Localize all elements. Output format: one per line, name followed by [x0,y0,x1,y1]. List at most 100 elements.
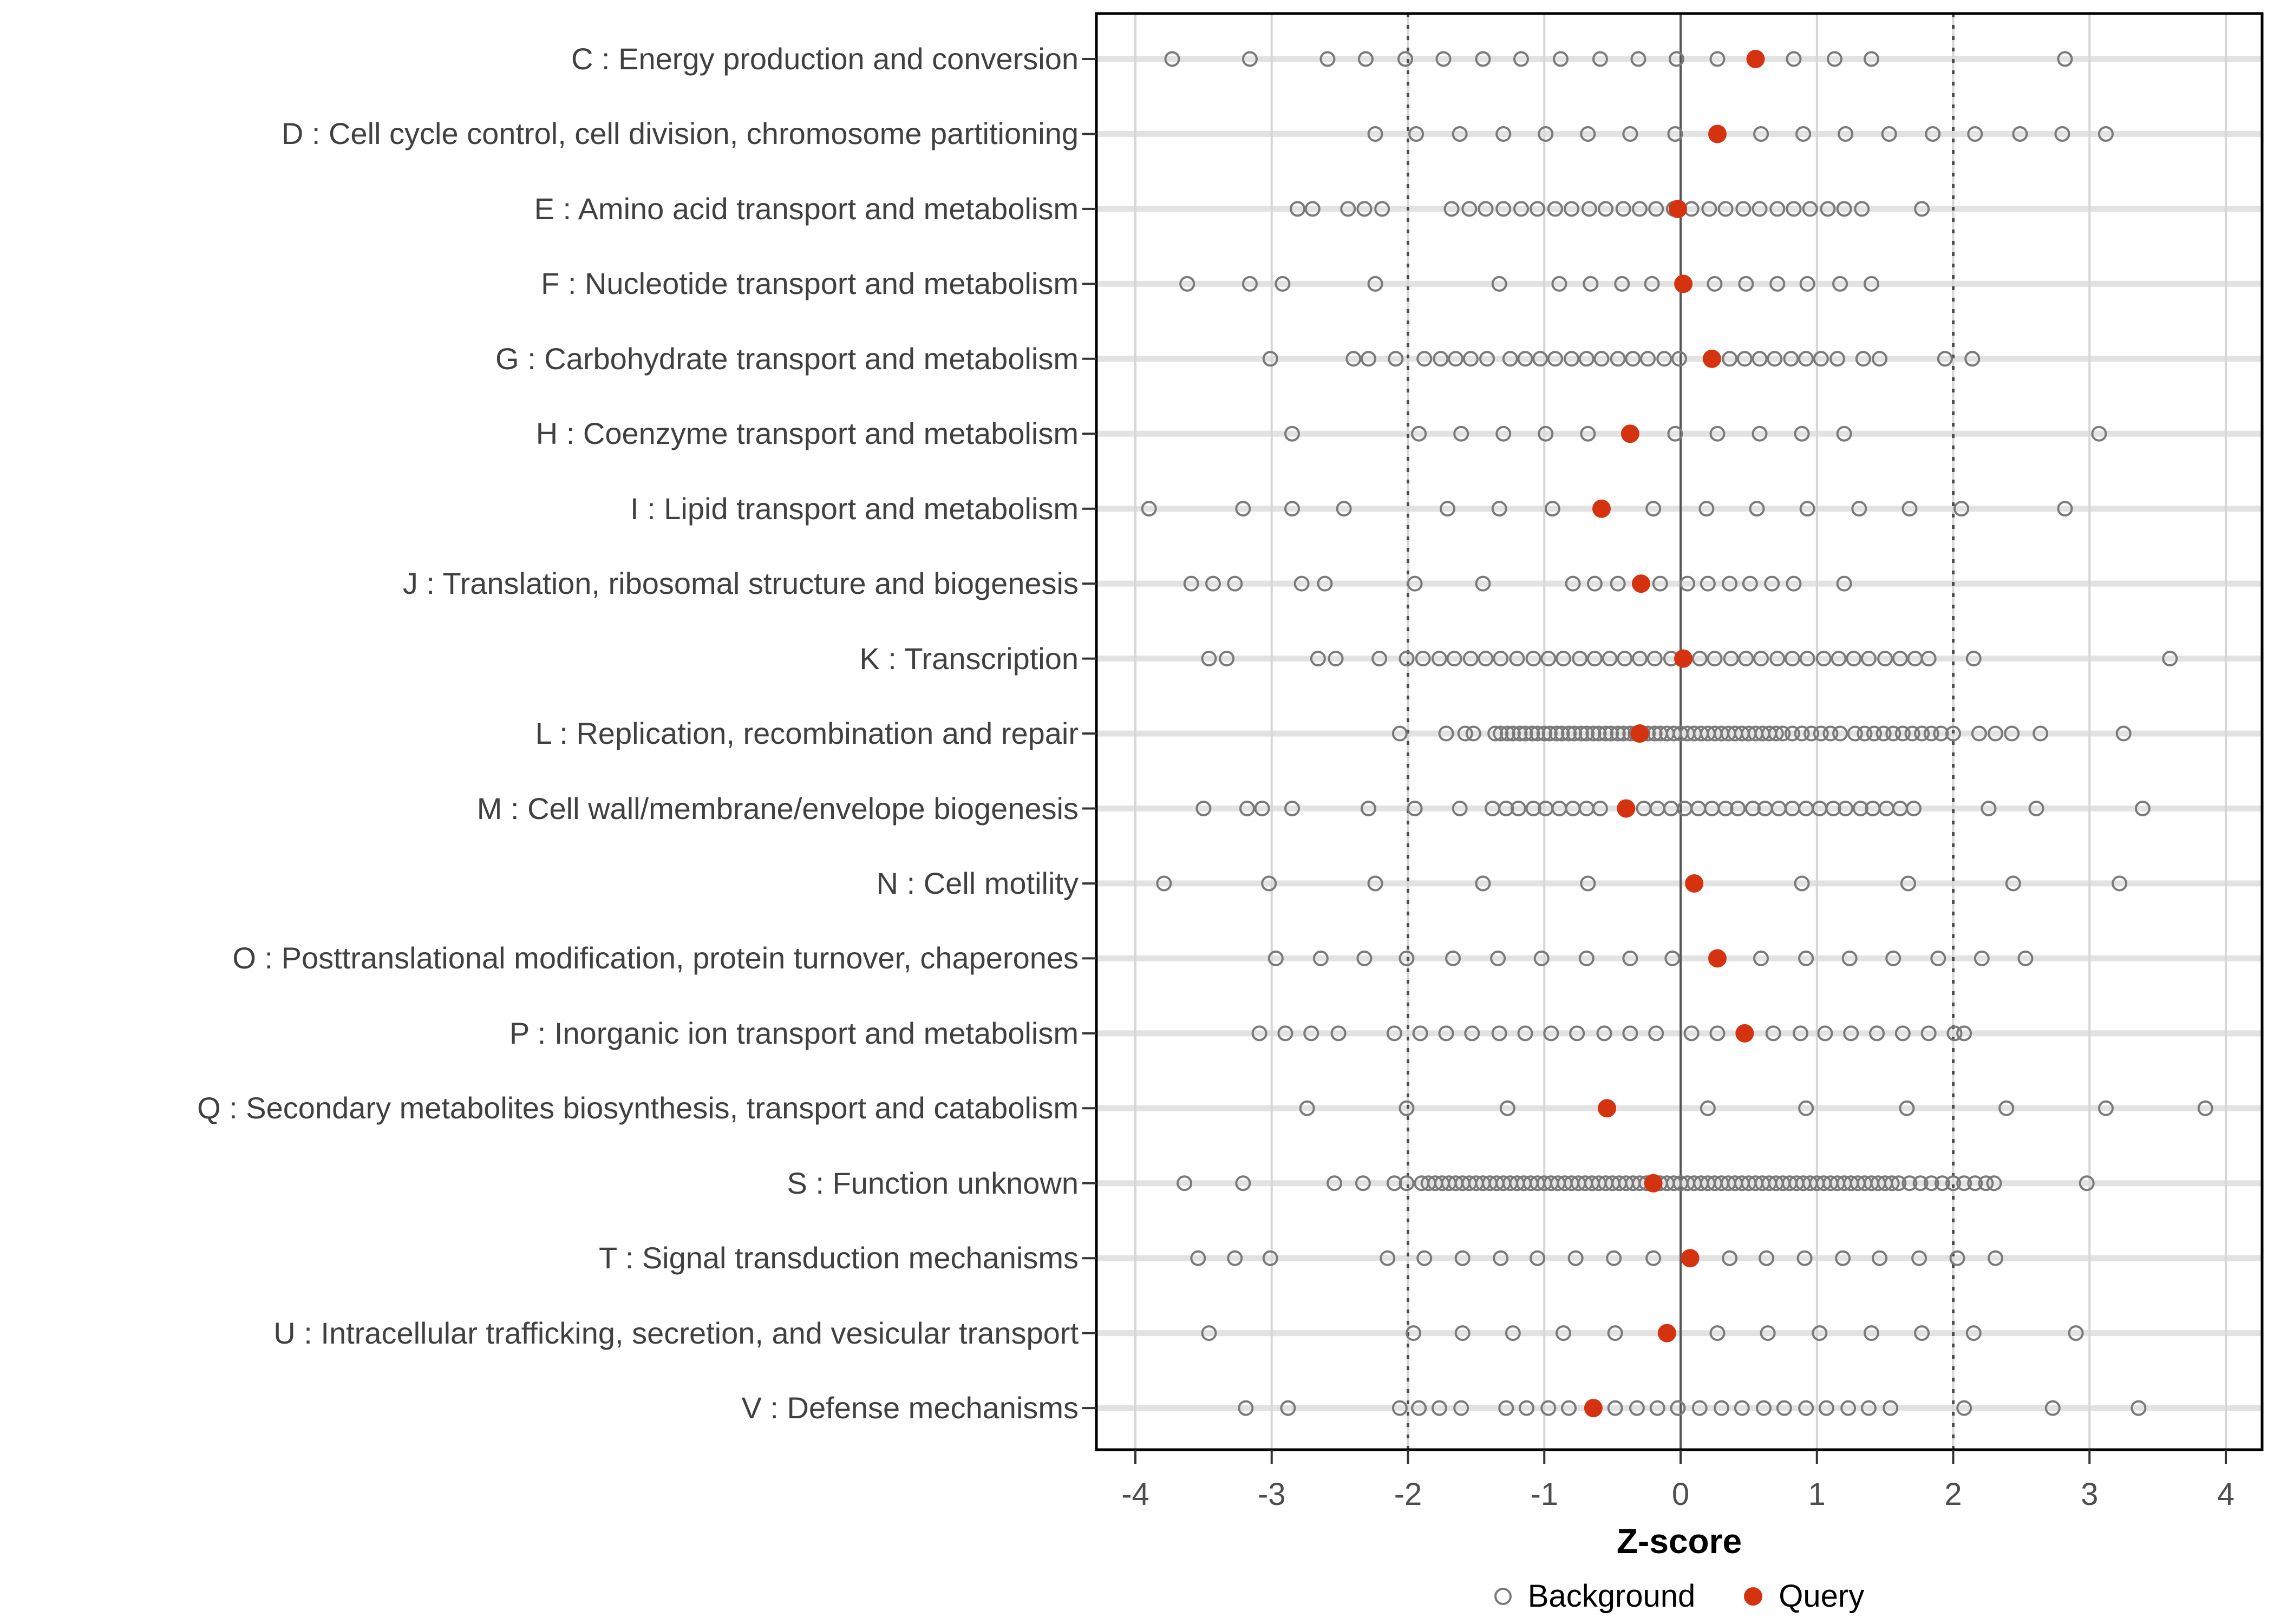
background-point [1487,725,1504,742]
background-point [1722,1250,1738,1266]
background-point [1491,276,1507,292]
background-point [1561,725,1577,742]
background-point [1953,501,1970,517]
background-point [1505,1325,1521,1341]
background-point [1512,725,1528,742]
y-axis-label: F : Nucleotide transport and metabolism [541,266,1079,301]
background-point [1722,575,1738,592]
background-point [1744,801,1761,816]
query-point [1598,1099,1617,1118]
y-axis-label: P : Inorganic ion transport and metaboli… [509,1016,1079,1050]
background-point [1284,501,1301,517]
category-strip [1096,1330,2262,1337]
background-point [1525,651,1541,667]
background-point [1592,801,1608,816]
background-point [1667,425,1683,442]
background-point [1640,351,1656,367]
category-strip [1096,56,2262,62]
background-point [1656,351,1672,367]
background-point [1433,351,1449,367]
background-point [1753,950,1769,966]
background-point [1391,1400,1408,1416]
background-point [1765,1025,1781,1042]
category-strip [1096,880,2262,887]
category-strip [1096,506,2262,512]
background-point [1386,1175,1402,1191]
background-point [1241,276,1258,292]
background-point [1967,1175,1983,1191]
x-tick-label: -2 [1394,1477,1422,1512]
background-point [1371,651,1388,667]
background-point [1709,425,1726,442]
y-axis-label: M : Cell wall/membrane/envelope biogenes… [476,791,1079,826]
background-point [1205,575,1221,592]
background-point [1857,725,1873,742]
background-point [1490,950,1506,966]
background-point [2017,950,2034,966]
background-point [1513,201,1529,217]
background-point [1525,801,1541,816]
background-point [1645,501,1662,517]
background-point [1872,1250,1888,1266]
query-point [1708,949,1727,968]
background-point [1580,126,1596,142]
background-point [1622,126,1638,142]
background-point [1411,1400,1427,1416]
background-point [1431,651,1447,667]
y-axis-label: V : Defense mechanisms [741,1391,1079,1425]
background-point [1438,725,1454,742]
background-point [1986,1175,2002,1191]
background-point [1607,1325,1623,1341]
background-point [1891,1175,1907,1191]
background-point [1923,725,1939,742]
y-axis-label: K : Transcription [859,641,1079,676]
background-point [1866,725,1882,742]
background-point [1775,725,1791,742]
background-point [1596,1025,1612,1042]
background-point [1847,725,1863,742]
background-point [1499,725,1515,742]
background-point [1254,801,1270,816]
background-point [1543,1025,1559,1042]
background-point [1530,1250,1546,1266]
x-tick-label: 2 [1944,1477,1962,1512]
background-point [1399,651,1415,667]
background-point [1813,351,1829,367]
background-point [1412,1025,1428,1042]
background-point [1709,1025,1726,1042]
background-point [1498,1400,1514,1416]
background-point [1625,351,1641,367]
background-point [1914,1325,1930,1341]
background-point [1753,126,1769,142]
background-point [1911,1250,1927,1266]
background-point [1538,126,1554,142]
x-axis-title: Z-score [1616,1522,1742,1561]
background-point [1783,351,1799,367]
background-point [1593,351,1610,367]
background-point [1479,351,1495,367]
background-point [1317,575,1333,592]
background-point [1818,1400,1834,1416]
background-point [1179,276,1195,292]
background-point [1238,1400,1254,1416]
background-point [1664,950,1681,966]
query-point [1630,724,1649,743]
background-point [1406,1325,1422,1341]
background-point [1683,1025,1700,1042]
background-point [1956,1175,1972,1191]
background-point [1794,725,1810,742]
background-point [1988,1250,2004,1266]
background-point [1495,126,1512,142]
background-point [1336,501,1352,517]
background-point [1838,801,1854,816]
x-tick-label: -4 [1121,1477,1149,1512]
background-point [1817,1025,1833,1042]
y-axis-label: O : Posttranslational modification, prot… [232,941,1079,975]
background-point [1239,801,1255,816]
background-point [1971,725,1987,742]
background-point [1262,351,1278,367]
background-point [1796,1250,1813,1266]
background-point [1872,351,1888,367]
background-point [1885,725,1901,742]
background-point [1505,725,1521,742]
